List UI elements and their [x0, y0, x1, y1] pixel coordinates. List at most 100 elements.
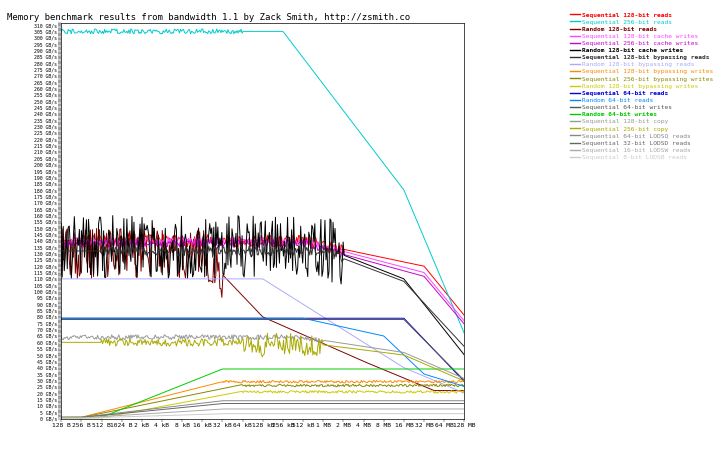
Sequential 128-bit bypassing writes	[351, 380, 359, 385]
Sequential 64-bit writes	[348, 317, 356, 322]
Random 64-bit reads	[57, 315, 66, 321]
Line: Sequential 64-bit writes: Sequential 64-bit writes	[61, 320, 464, 380]
Sequential 256-bit copy	[312, 350, 320, 355]
Sequential 256-bit cache writes	[349, 254, 358, 260]
Sequential 128-bit copy	[349, 342, 358, 347]
Random 128-bit bypassing writes	[188, 398, 197, 403]
Random 128-bit reads	[57, 272, 66, 277]
Random 128-bit bypassing writes	[310, 388, 319, 393]
Random 128-bit reads	[149, 225, 158, 231]
Sequential 8-bit LODSB reads	[312, 411, 320, 416]
Sequential 128-bit copy	[188, 334, 197, 339]
Sequential 64-bit reads	[217, 315, 225, 321]
Sequential 8-bit LODSB reads	[105, 414, 114, 420]
Line: Sequential 32-bit LODSD reads: Sequential 32-bit LODSD reads	[61, 404, 464, 418]
Sequential 16-bit LODSW reads	[219, 406, 228, 412]
Random 64-bit writes	[351, 366, 359, 372]
Line: Sequential 256-bit reads: Sequential 256-bit reads	[61, 29, 464, 333]
Sequential 128-bit cache writes	[105, 237, 114, 242]
Line: Random 128-bit cache writes: Random 128-bit cache writes	[61, 216, 464, 355]
Random 128-bit reads	[105, 228, 114, 234]
Sequential 128-bit bypassing reads	[217, 249, 226, 255]
Sequential 256-bit reads	[57, 29, 66, 35]
Sequential 16-bit LODSW reads	[460, 406, 469, 412]
Sequential 8-bit LODSB reads	[351, 411, 359, 416]
Random 128-bit bypassing reads	[310, 309, 319, 315]
Sequential 128-bit reads	[57, 238, 66, 243]
Sequential 32-bit LODSD reads	[105, 412, 114, 418]
Sequential 256-bit copy	[263, 331, 271, 336]
Sequential 128-bit bypassing reads	[460, 344, 469, 349]
Line: Random 128-bit bypassing reads: Random 128-bit bypassing reads	[61, 279, 464, 393]
Sequential 128-bit reads	[312, 235, 320, 240]
Random 128-bit cache writes	[349, 256, 358, 261]
Sequential 256-bit copy	[460, 378, 469, 384]
Sequential 64-bit writes	[217, 317, 225, 322]
Sequential 256-bit reads	[217, 27, 226, 33]
Random 128-bit bypassing reads	[188, 276, 197, 282]
Sequential 64-bit reads	[57, 315, 66, 321]
Sequential 8-bit LODSB reads	[219, 411, 228, 416]
Random 64-bit reads	[460, 384, 469, 389]
Sequential 256-bit cache writes	[460, 321, 469, 327]
Sequential 128-bit cache writes	[189, 241, 198, 246]
Random 128-bit reads	[431, 388, 439, 393]
Random 128-bit reads	[312, 338, 320, 343]
Sequential 128-bit bypassing reads	[349, 260, 358, 265]
Sequential 256-bit bypassing writes	[312, 382, 320, 387]
Random 128-bit reads	[349, 354, 358, 360]
Random 128-bit bypassing reads	[350, 334, 359, 339]
Sequential 64-bit LODSQ reads	[349, 398, 358, 404]
Line: Sequential 256-bit copy: Sequential 256-bit copy	[61, 333, 464, 381]
Sequential 128-bit cache writes	[164, 234, 173, 240]
Sequential 16-bit LODSW reads	[217, 406, 225, 412]
Random 128-bit bypassing reads	[57, 276, 66, 282]
Random 128-bit cache writes	[189, 271, 198, 277]
Sequential 64-bit writes	[350, 317, 359, 322]
Line: Sequential 8-bit LODSB reads: Sequential 8-bit LODSB reads	[61, 414, 464, 418]
Line: Sequential 128-bit bypassing writes: Sequential 128-bit bypassing writes	[61, 380, 464, 417]
Random 128-bit reads	[351, 355, 359, 360]
Random 64-bit reads	[350, 327, 359, 332]
Sequential 16-bit LODSW reads	[57, 415, 66, 421]
Sequential 64-bit reads	[348, 315, 356, 321]
Random 64-bit writes	[188, 378, 197, 384]
Random 64-bit writes	[57, 414, 66, 420]
Random 64-bit reads	[348, 326, 356, 332]
Sequential 128-bit bypassing writes	[349, 380, 358, 385]
Sequential 64-bit reads	[310, 315, 319, 321]
Random 64-bit writes	[349, 366, 358, 372]
Sequential 256-bit copy	[351, 346, 359, 351]
Sequential 64-bit reads	[460, 379, 469, 384]
Sequential 128-bit reads	[105, 244, 114, 250]
Sequential 128-bit bypassing writes	[57, 414, 66, 420]
Sequential 128-bit copy	[57, 334, 66, 340]
Line: Random 64-bit writes: Random 64-bit writes	[61, 369, 464, 417]
Random 128-bit bypassing reads	[217, 276, 225, 282]
Line: Sequential 256-bit bypassing writes: Sequential 256-bit bypassing writes	[61, 384, 464, 418]
Sequential 256-bit reads	[127, 26, 135, 32]
Sequential 256-bit copy	[349, 346, 358, 351]
Sequential 8-bit LODSB reads	[349, 411, 358, 416]
Sequential 256-bit reads	[351, 123, 359, 129]
Sequential 64-bit LODSQ reads	[57, 414, 66, 420]
Sequential 256-bit cache writes	[105, 243, 114, 248]
Sequential 64-bit LODSQ reads	[219, 398, 228, 404]
Sequential 64-bit writes	[105, 317, 114, 322]
Sequential 16-bit LODSW reads	[349, 406, 358, 412]
Sequential 256-bit bypassing writes	[460, 382, 469, 387]
Sequential 128-bit bypassing writes	[312, 379, 320, 384]
Sequential 32-bit LODSD reads	[351, 401, 359, 406]
Random 64-bit reads	[217, 315, 225, 321]
Sequential 8-bit LODSB reads	[57, 415, 66, 421]
Sequential 256-bit bypassing writes	[275, 382, 284, 387]
Random 128-bit bypassing writes	[351, 390, 359, 396]
Sequential 128-bit bypassing reads	[351, 261, 359, 266]
Sequential 256-bit cache writes	[217, 242, 225, 247]
Sequential 8-bit LODSB reads	[188, 412, 197, 417]
Random 64-bit writes	[105, 411, 114, 417]
Sequential 256-bit cache writes	[312, 243, 320, 248]
Sequential 256-bit reads	[349, 121, 358, 126]
Sequential 8-bit LODSB reads	[217, 411, 225, 416]
Sequential 256-bit reads	[189, 30, 198, 36]
